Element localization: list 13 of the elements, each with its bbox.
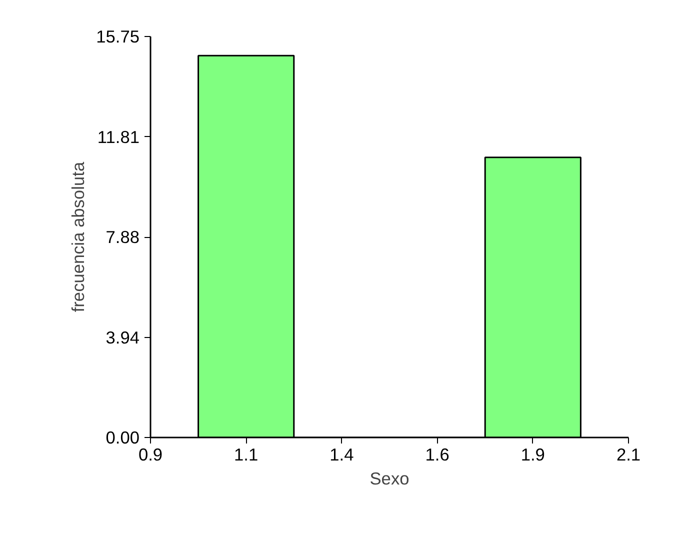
x-tick-label: 1.1 — [234, 444, 258, 464]
x-axis-title: Sexo — [370, 468, 410, 488]
y-axis-title: frecuencia absoluta — [68, 162, 88, 312]
y-tick-label: 15.75 — [96, 26, 140, 46]
y-tick-label: 3.94 — [106, 327, 140, 348]
y-tick-label: 0.00 — [106, 428, 140, 448]
y-tick-label: 11.81 — [97, 126, 140, 147]
y-tick-label: 7.88 — [106, 227, 140, 247]
x-tick-label: 0.9 — [138, 444, 163, 464]
x-tick-label: 2.1 — [616, 444, 641, 464]
x-tick-label: 1.6 — [425, 444, 450, 464]
x-tick-label: 1.4 — [330, 444, 354, 464]
x-tick-label: 1.9 — [520, 444, 545, 464]
